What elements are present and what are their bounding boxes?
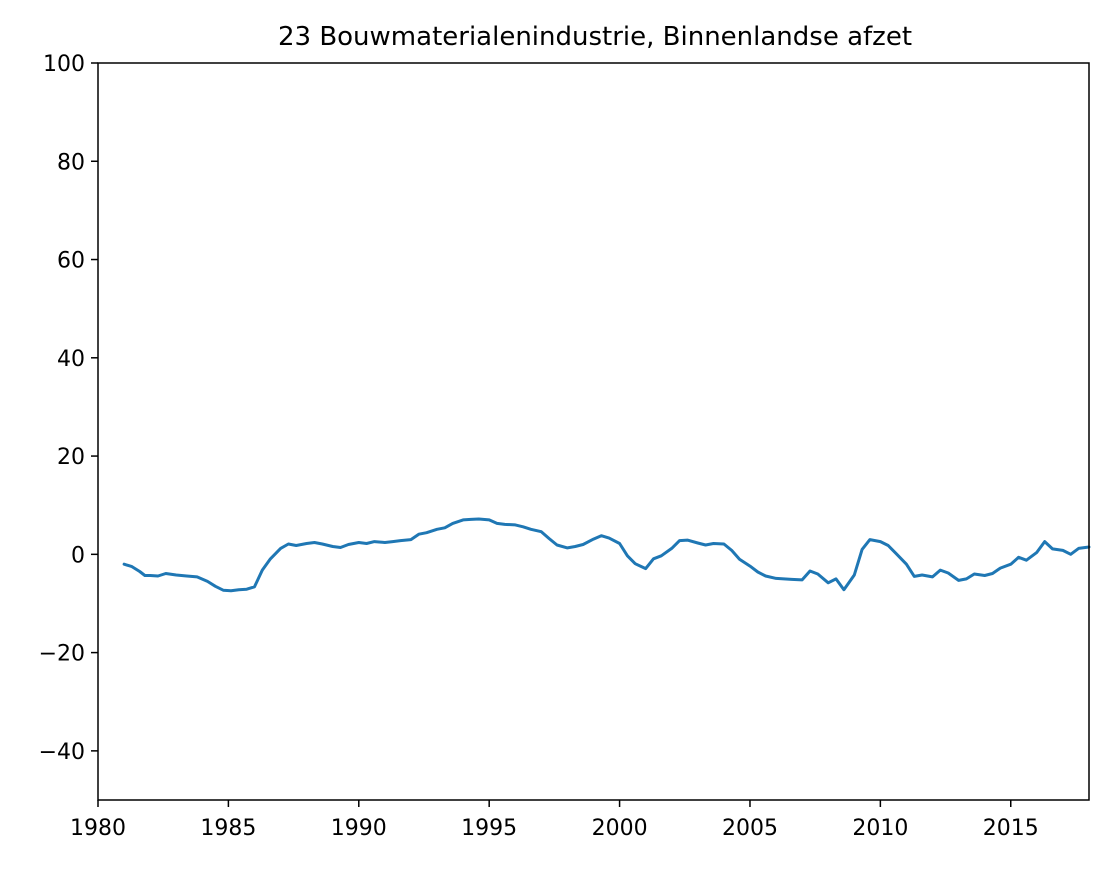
x-tick-label: 2000 — [592, 816, 648, 841]
x-tick-label: 1985 — [200, 816, 256, 841]
x-tick-label: 2015 — [983, 816, 1039, 841]
y-tick-label: 40 — [57, 347, 85, 372]
x-axis: 1980 1985 1990 1995 2000 2005 2010 2015 — [70, 800, 1039, 841]
y-tick-label: −40 — [39, 740, 85, 765]
y-tick-label: 80 — [57, 150, 85, 175]
plot-area-frame — [97, 62, 1090, 801]
series-line — [122, 517, 1091, 593]
x-tick-label: 2005 — [722, 816, 778, 841]
y-tick-label: 100 — [43, 52, 85, 77]
x-tick-label: 1990 — [331, 816, 387, 841]
x-tick-label: 1995 — [461, 816, 517, 841]
x-tick-label: 1980 — [70, 816, 126, 841]
y-tick-label: 0 — [71, 543, 85, 568]
chart-title: 23 Bouwmaterialenindustrie, Binnenlandse… — [278, 22, 912, 52]
y-tick-label: 20 — [57, 445, 85, 470]
y-tick-label: 60 — [57, 249, 85, 274]
y-axis: −40 −20 0 20 40 60 80 100 — [39, 52, 98, 765]
x-tick-label: 2010 — [852, 816, 908, 841]
y-tick-label: −20 — [39, 642, 85, 667]
